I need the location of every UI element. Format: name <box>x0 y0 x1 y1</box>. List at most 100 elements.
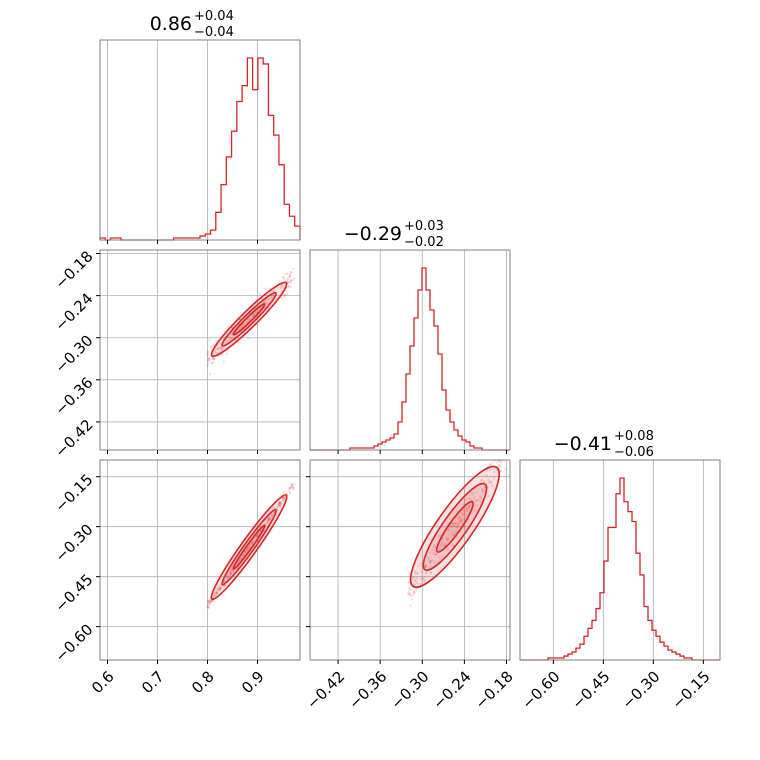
sample-point <box>287 488 290 491</box>
sample-point <box>481 488 484 492</box>
sample-point <box>219 586 222 589</box>
sample-point <box>278 502 282 505</box>
sample-point <box>489 463 492 466</box>
x-tick-label-0-3: 0.9 <box>238 668 268 698</box>
sample-point <box>288 285 291 288</box>
sample-point <box>408 592 411 596</box>
sample-point <box>282 276 285 279</box>
sample-point <box>289 279 293 282</box>
sample-point <box>281 499 285 502</box>
sample-point <box>461 518 464 522</box>
sample-point <box>455 526 459 529</box>
sample-point <box>246 546 250 549</box>
sample-point <box>409 588 412 592</box>
grid-layer <box>100 40 704 660</box>
sample-point <box>487 481 490 485</box>
sample-point <box>239 557 243 560</box>
sample-point <box>255 534 259 538</box>
sample-point <box>423 564 427 568</box>
sample-point <box>213 593 216 596</box>
sample-point <box>226 576 229 579</box>
sample-point <box>251 314 254 317</box>
sample-point <box>450 525 453 528</box>
sample-point <box>430 559 433 562</box>
sample-point <box>230 336 234 340</box>
sample-point <box>264 300 267 303</box>
sample-point <box>413 579 417 582</box>
sample-point <box>256 310 259 313</box>
x-tick-label-1-2: −0.30 <box>387 668 432 713</box>
sample-point <box>220 353 224 356</box>
sample-point <box>413 590 416 594</box>
sample-point <box>214 339 218 342</box>
sample-point <box>454 522 457 525</box>
sample-point <box>246 546 250 549</box>
sample-point <box>279 502 283 505</box>
sample-point <box>265 522 269 525</box>
sample-point <box>407 590 410 594</box>
panel-2-0-scatter <box>206 482 296 610</box>
sample-point <box>246 549 249 552</box>
sample-point <box>464 506 468 510</box>
sample-point <box>283 496 286 500</box>
sample-point <box>263 301 267 304</box>
sample-point <box>276 505 279 509</box>
sample-point <box>411 577 415 581</box>
sample-point <box>284 289 288 292</box>
sample-point <box>270 513 273 516</box>
sample-point <box>431 548 434 552</box>
titles-layer: 0.86 +0.04−0.04−0.29 +0.03−0.02−0.41 +0.08−… <box>150 9 654 460</box>
sample-point <box>215 348 218 351</box>
sample-point <box>208 601 211 604</box>
sample-point <box>215 589 218 593</box>
sample-point <box>278 503 282 506</box>
sample-point <box>429 570 432 574</box>
sample-point <box>279 501 282 504</box>
sample-point <box>208 359 211 362</box>
sample-point <box>209 600 212 604</box>
sample-point <box>292 488 295 491</box>
panel-2-0-frame <box>99 459 301 661</box>
sample-point <box>412 575 416 579</box>
sample-point <box>250 542 254 546</box>
panel-2-0-contour-1 <box>210 494 288 601</box>
sample-point <box>492 498 495 502</box>
panel-0-0-frame <box>99 39 301 241</box>
sample-point <box>266 298 269 302</box>
sample-point <box>427 556 430 560</box>
title-upper-0: +0.04 <box>194 9 234 24</box>
sample-point <box>497 463 501 467</box>
sample-point <box>490 482 493 485</box>
sample-point <box>275 506 278 510</box>
sample-point <box>278 501 282 504</box>
x-tick-label-1-0: −0.18 <box>472 668 517 713</box>
sample-point <box>460 511 463 515</box>
title-upper-2: +0.08 <box>614 429 654 444</box>
sample-point <box>290 483 294 487</box>
sample-point <box>487 478 490 481</box>
sample-point <box>207 357 211 360</box>
sample-point <box>206 351 210 354</box>
sample-point <box>251 541 254 545</box>
sample-point <box>270 290 274 293</box>
sample-point <box>256 533 260 537</box>
data-layer <box>99 57 720 661</box>
sample-point <box>443 544 446 547</box>
sample-point <box>211 599 214 603</box>
sample-point <box>252 539 256 542</box>
sample-point <box>245 550 248 553</box>
sample-point <box>279 286 282 289</box>
sample-point <box>268 287 272 290</box>
sample-point <box>215 347 218 350</box>
y-tick-label-2-1: −0.45 <box>51 570 96 615</box>
sample-point <box>208 598 212 602</box>
sample-point <box>457 523 460 526</box>
sample-point <box>446 548 450 551</box>
sample-point <box>238 559 241 562</box>
sample-point <box>228 570 231 573</box>
sample-point <box>459 519 462 522</box>
sample-point <box>289 279 293 283</box>
sample-point <box>491 460 494 464</box>
sample-point <box>452 544 455 548</box>
sample-point <box>452 533 455 536</box>
